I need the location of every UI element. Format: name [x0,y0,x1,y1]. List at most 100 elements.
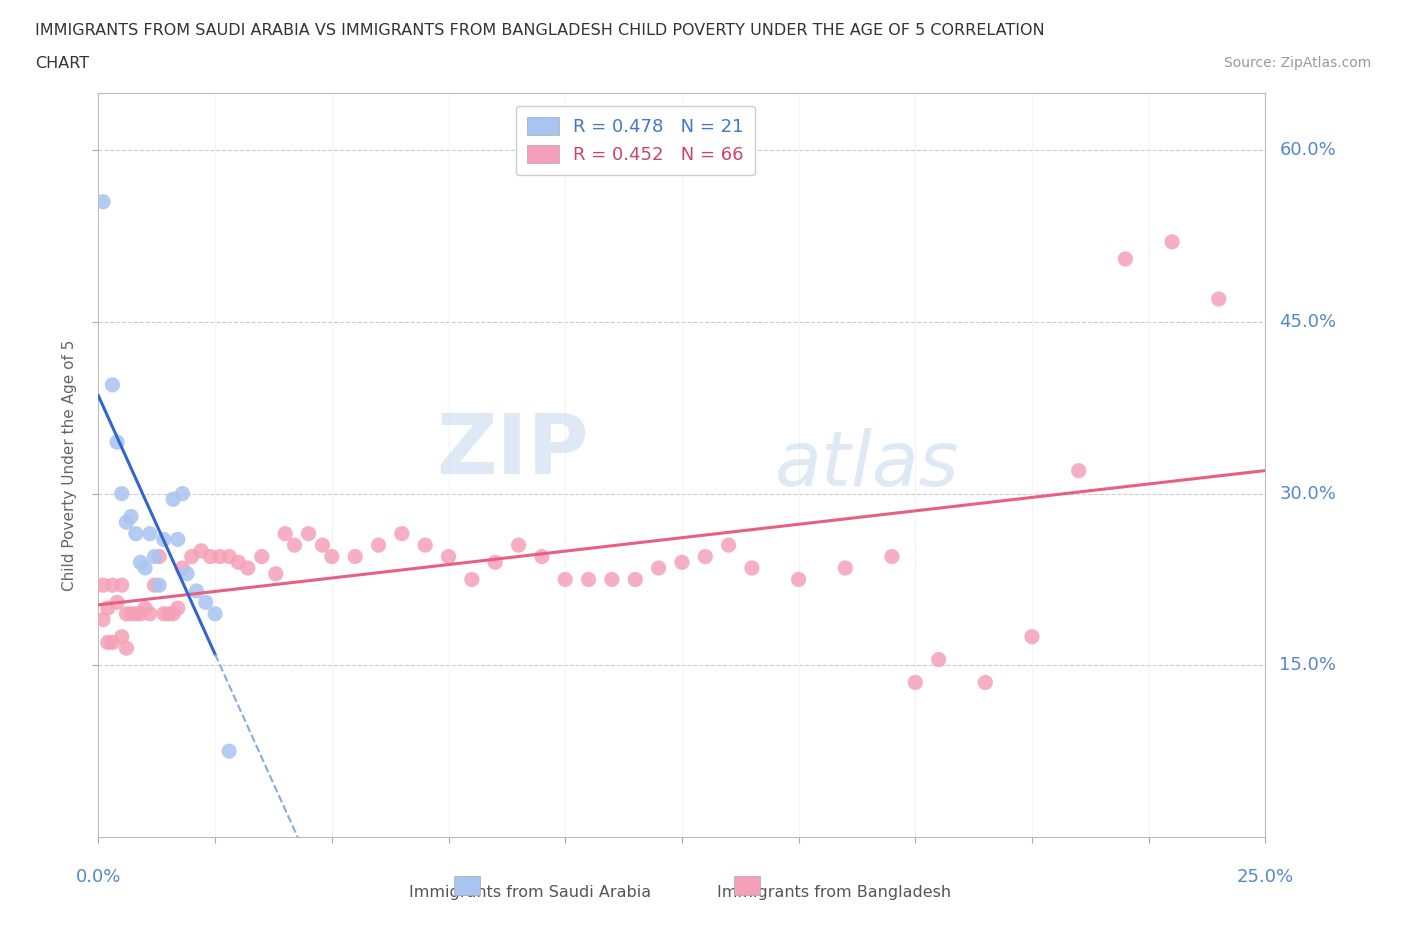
Point [143,549,166,564]
Point [101,635,124,650]
FancyBboxPatch shape [454,876,479,895]
Point [321,549,343,564]
Point [297,526,319,541]
Point [101,378,124,392]
Point [218,549,240,564]
Point [162,606,184,621]
Text: Source: ZipAtlas.com: Source: ZipAtlas.com [1223,56,1371,70]
Point [125,606,148,621]
Text: Immigrants from Bangladesh: Immigrants from Bangladesh [717,885,950,900]
Text: IMMIGRANTS FROM SAUDI ARABIA VS IMMIGRANTS FROM BANGLADESH CHILD POVERTY UNDER T: IMMIGRANTS FROM SAUDI ARABIA VS IMMIGRAN… [35,23,1045,38]
Point [120,606,142,621]
Point [176,566,198,581]
Point [624,572,647,587]
Point [928,652,950,667]
Point [166,532,188,547]
Point [120,509,142,524]
Point [115,641,138,656]
Point [105,434,128,449]
Point [115,515,138,530]
Point [508,538,530,552]
Point [904,675,927,690]
Point [208,549,231,564]
Point [600,572,623,587]
Point [974,675,997,690]
Point [1114,251,1136,266]
Text: 45.0%: 45.0% [1279,312,1337,331]
Point [344,549,367,564]
Point [148,578,170,592]
Point [101,578,124,592]
Point [236,561,259,576]
Point [200,549,222,564]
Point [111,578,134,592]
Point [97,601,120,616]
Point [125,526,148,541]
Point [134,601,156,616]
Point [1067,463,1090,478]
Point [172,486,194,501]
Point [97,635,120,650]
Text: atlas: atlas [775,428,960,502]
Point [228,555,250,570]
Point [391,526,413,541]
Point [578,572,600,587]
Point [787,572,810,587]
Point [91,194,114,209]
Point [647,561,669,576]
Point [91,612,114,627]
Y-axis label: Child Poverty Under the Age of 5: Child Poverty Under the Age of 5 [62,339,77,591]
Point [367,538,389,552]
Point [190,543,212,558]
Point [741,561,763,576]
Legend: R = 0.478   N = 21, R = 0.452   N = 66: R = 0.478 N = 21, R = 0.452 N = 66 [516,106,755,175]
Point [250,549,273,564]
Point [717,538,740,552]
Point [180,549,202,564]
Point [218,744,240,759]
Text: 0.0%: 0.0% [76,868,121,885]
Point [105,595,128,610]
Point [129,555,152,570]
Point [461,572,484,587]
Text: CHART: CHART [35,56,89,71]
Point [166,601,188,616]
Point [152,606,174,621]
FancyBboxPatch shape [734,876,761,895]
Text: 15.0%: 15.0% [1279,657,1336,674]
Point [484,555,506,570]
Point [157,606,180,621]
Point [143,578,166,592]
Point [172,561,194,576]
Point [115,606,138,621]
Point [162,492,184,507]
Text: 30.0%: 30.0% [1279,485,1336,502]
Text: 25.0%: 25.0% [1237,868,1294,885]
Point [413,538,436,552]
Point [194,595,217,610]
Point [139,606,162,621]
Point [880,549,903,564]
Point [1208,292,1230,307]
Point [91,578,114,592]
Point [129,606,152,621]
Point [834,561,856,576]
Point [1021,630,1043,644]
Point [1161,234,1184,249]
Text: ZIP: ZIP [436,409,589,491]
Point [437,549,460,564]
Point [186,583,208,598]
Text: Immigrants from Saudi Arabia: Immigrants from Saudi Arabia [409,885,651,900]
Point [204,606,226,621]
Point [283,538,305,552]
Point [111,486,134,501]
Point [134,561,156,576]
Point [554,572,576,587]
Point [530,549,553,564]
Point [311,538,333,552]
Point [274,526,297,541]
Point [148,549,170,564]
Point [264,566,287,581]
Point [152,532,174,547]
Point [695,549,717,564]
